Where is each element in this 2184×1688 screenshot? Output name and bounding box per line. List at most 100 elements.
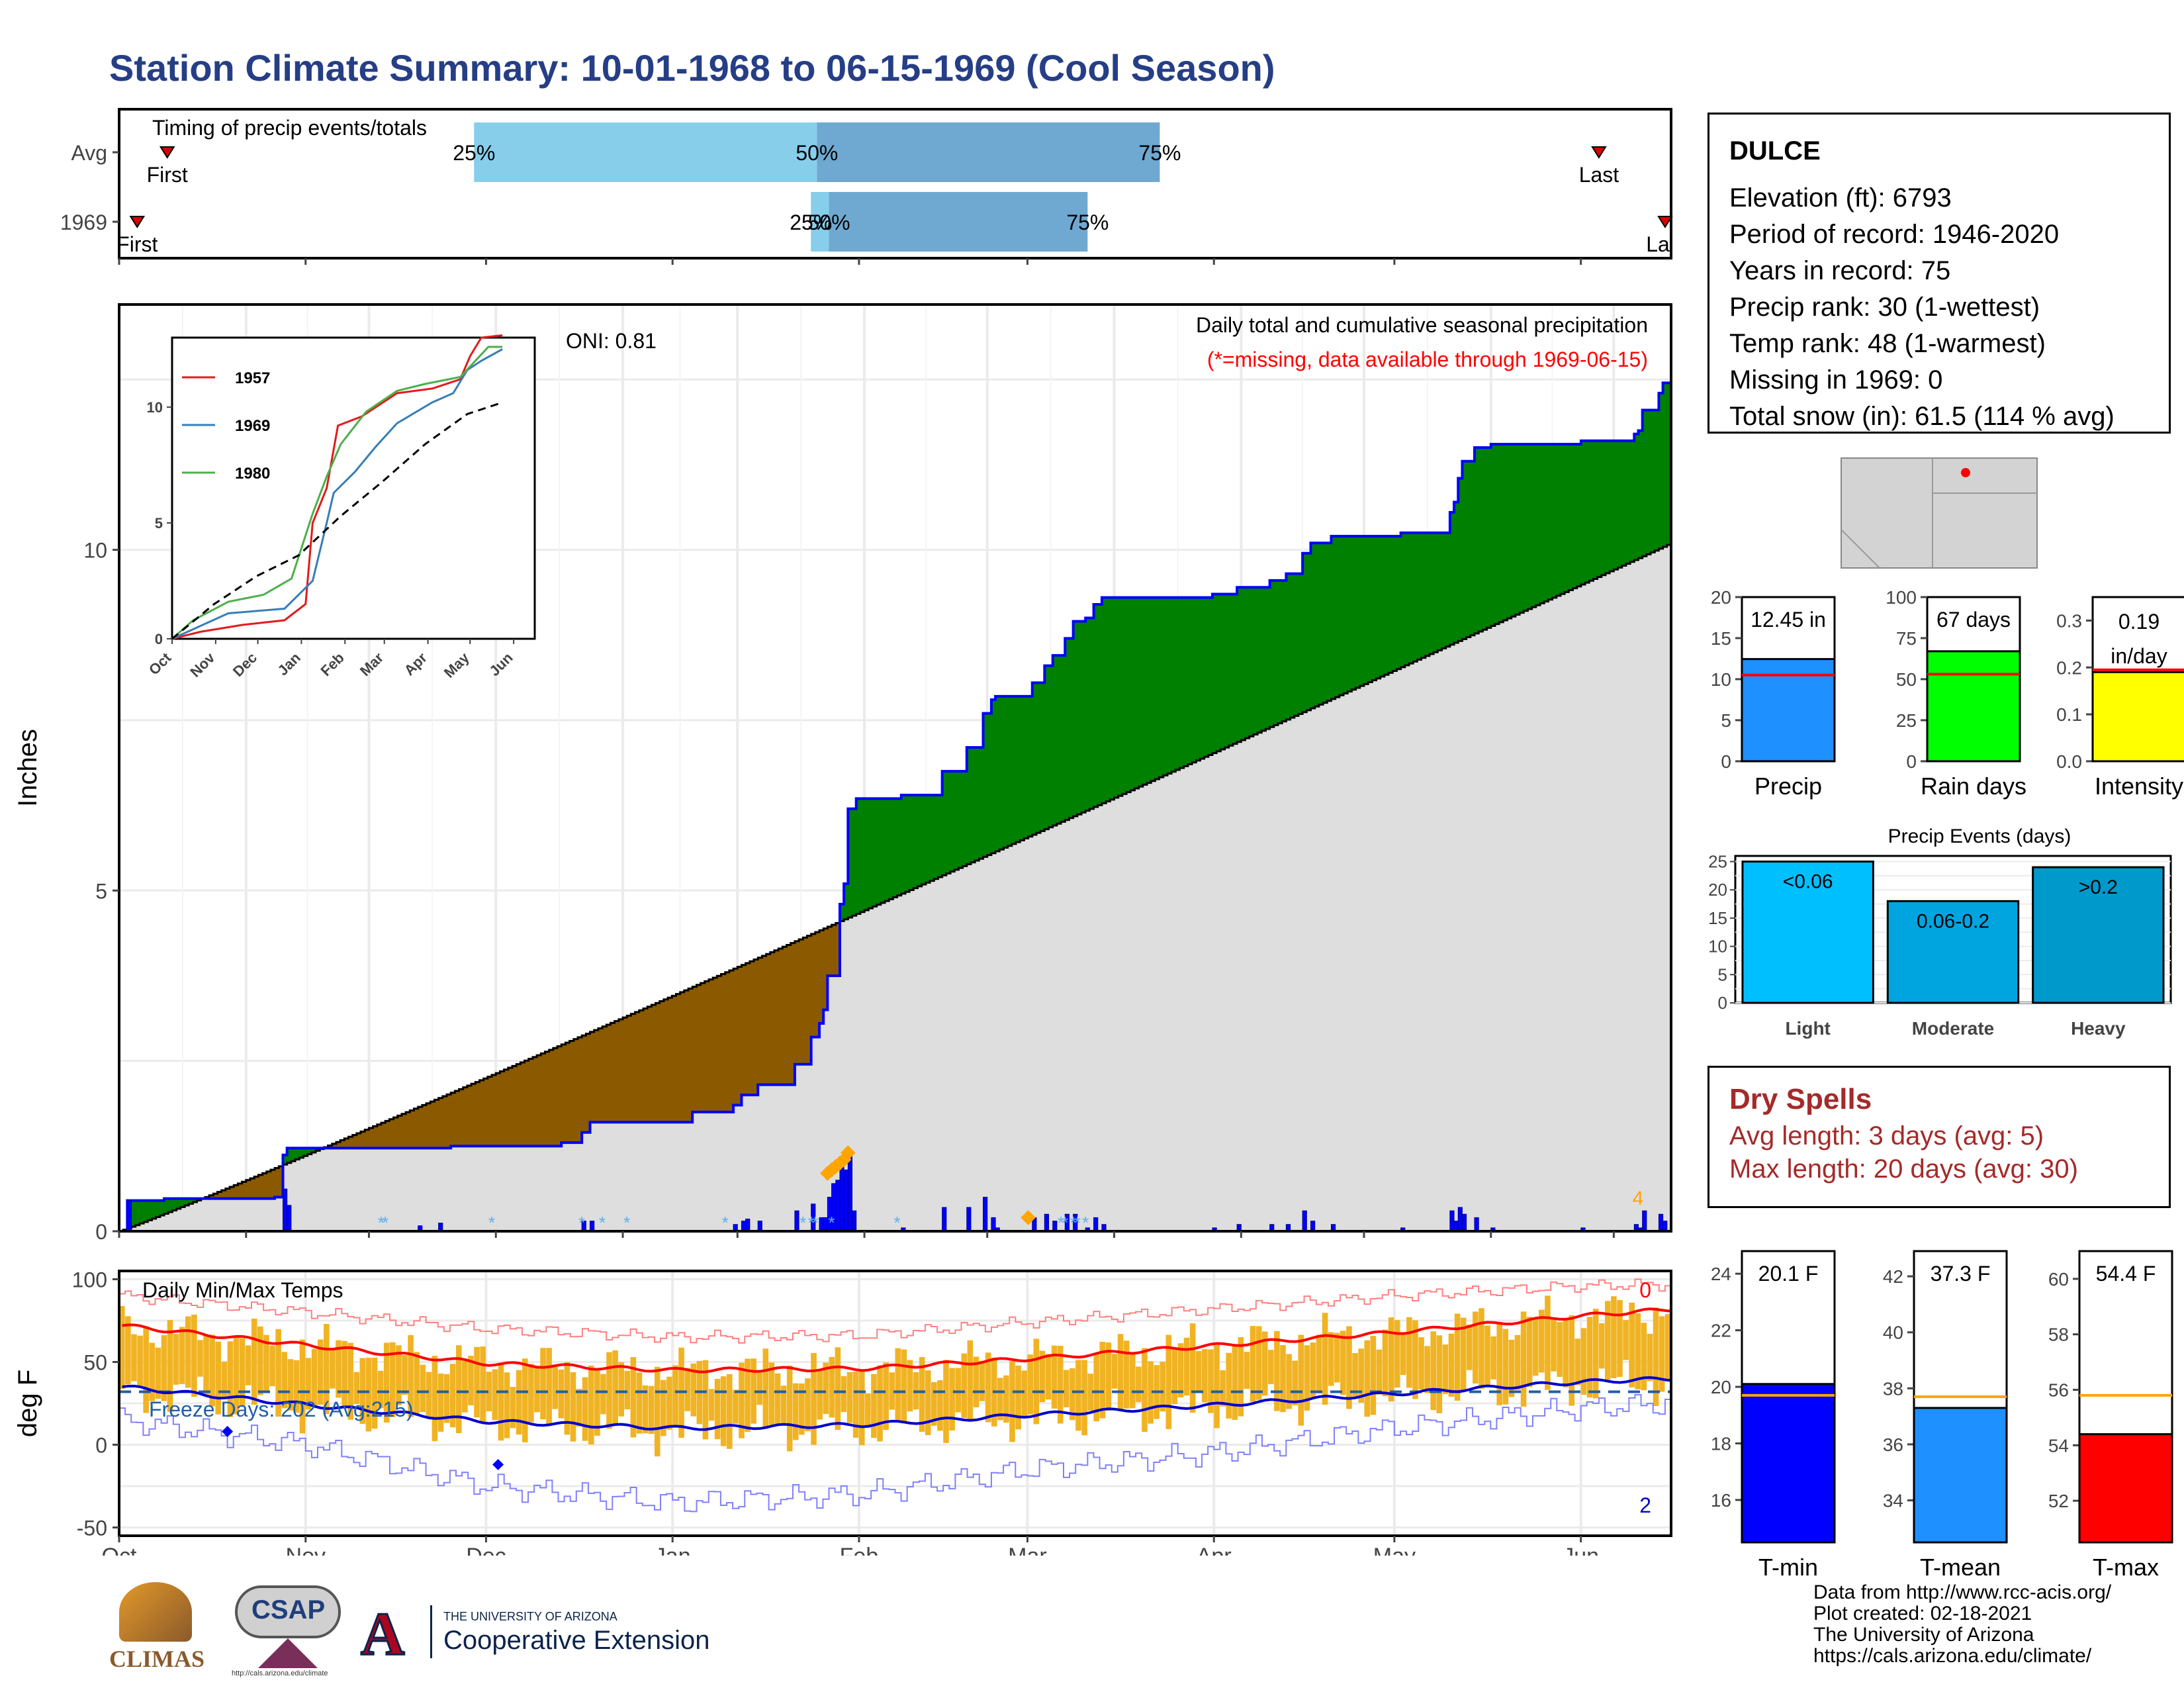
ua-logo-line1: THE UNIVERSITY OF ARIZONA bbox=[443, 1610, 617, 1623]
daily-temp-range-bar bbox=[1502, 1329, 1509, 1405]
daily-temp-range-bar bbox=[1117, 1334, 1124, 1410]
daily-temp-range-bar bbox=[564, 1362, 570, 1435]
csap-logo-cloud bbox=[235, 1585, 341, 1638]
daily-precip-bar-45 bbox=[1453, 1221, 1459, 1231]
temperature-mean-charts: 16 18 20 22 24 20.1 F T-min 34 36 38 40 42 37.3 F T-m… bbox=[1711, 1250, 2173, 1575]
daily-temp-range-bar bbox=[1238, 1336, 1244, 1417]
totals-ytick-label-0-2: 10 bbox=[1711, 669, 1731, 690]
totals-ytick-label-2-2: 0.2 bbox=[2056, 657, 2082, 678]
daily-temp-range-bar bbox=[961, 1353, 968, 1418]
daily-temp-range-bar bbox=[799, 1383, 805, 1435]
tmeans-ytick-label-2-1: 54 bbox=[2048, 1435, 2069, 1456]
totals-ytick-label-1-3: 75 bbox=[1896, 628, 1917, 649]
daily-temp-range-bar bbox=[534, 1366, 540, 1413]
daily-temp-range-bar bbox=[1400, 1332, 1406, 1376]
daily-temp-range-bar bbox=[1532, 1318, 1539, 1376]
temp-ytick-label-0: -50 bbox=[77, 1517, 107, 1540]
timing-pct-label-0-0: 25% bbox=[453, 141, 495, 165]
record-max-line bbox=[119, 1278, 1671, 1344]
station-period: Period of record: 1946-2020 bbox=[1729, 220, 2060, 249]
daily-temp-range-bar bbox=[245, 1345, 251, 1385]
inset-frame bbox=[171, 336, 536, 640]
daily-temp-range-bar bbox=[1617, 1299, 1623, 1378]
daily-temp-range-bar bbox=[1484, 1325, 1490, 1385]
station-elevation: Elevation (ft): 6793 bbox=[1729, 183, 1952, 212]
daily-temp-range-bar bbox=[353, 1372, 360, 1404]
timing-title: Timing of precip events/totals bbox=[152, 116, 427, 140]
station-precip-rank: Precip rank: 30 (1-wettest) bbox=[1729, 293, 2040, 322]
daily-temp-range-bar bbox=[330, 1348, 336, 1389]
timing-bar-q2-0 bbox=[817, 122, 1160, 182]
daily-temp-range-bar bbox=[540, 1348, 546, 1420]
tmeans-ytick-label-1-2: 38 bbox=[1883, 1378, 1903, 1399]
daily-precip-bar-14 bbox=[823, 1217, 828, 1231]
daily-temp-range-bar bbox=[1274, 1331, 1280, 1411]
tmeans-ytick-label-0-2: 20 bbox=[1711, 1377, 1731, 1397]
daily-temp-range-bar bbox=[1214, 1344, 1220, 1429]
daily-temp-range-bar bbox=[414, 1352, 420, 1416]
daily-temp-range-bar bbox=[1490, 1336, 1496, 1380]
daily-precip-bar-6 bbox=[590, 1221, 595, 1231]
daily-temp-range-bar bbox=[1442, 1344, 1449, 1394]
daily-temp-range-bar bbox=[185, 1316, 191, 1388]
daily-precip-bar-8 bbox=[741, 1221, 747, 1231]
daily-precip-bar-21 bbox=[852, 1210, 857, 1231]
daily-temp-range-bar bbox=[263, 1335, 269, 1391]
totals-ytick-label-2-3: 0.3 bbox=[2056, 610, 2082, 631]
temp-xtick-label-4: Feb bbox=[840, 1544, 879, 1556]
daily-temp-range-bar bbox=[510, 1387, 516, 1429]
events-ytick-label-0: 0 bbox=[1718, 993, 1727, 1013]
totals-ytick-label-0-3: 15 bbox=[1711, 628, 1731, 649]
snow-mark-3: * bbox=[578, 1213, 585, 1233]
daily-precip-bar-34 bbox=[1093, 1217, 1099, 1231]
daily-precip-bar-18 bbox=[839, 1159, 844, 1231]
daily-temp-range-bar bbox=[1129, 1353, 1136, 1409]
totals-bar-1 bbox=[1926, 650, 2021, 763]
daily-temp-range-bar bbox=[408, 1335, 414, 1417]
temp-xtick-label-7: May bbox=[1373, 1544, 1416, 1556]
daily-temp-range-bar bbox=[630, 1357, 637, 1438]
daily-temp-range-bar bbox=[191, 1314, 197, 1397]
daily-temp-range-bar bbox=[1557, 1322, 1563, 1378]
csap-logo-url: http://cals.arizona.edu/climate bbox=[232, 1669, 328, 1677]
totals-value-label-1: 67 days bbox=[1936, 608, 2011, 632]
daily-temp-range-bar bbox=[546, 1348, 552, 1426]
daily-temp-range-bar bbox=[1388, 1317, 1394, 1402]
daily-temp-range-bar bbox=[1136, 1366, 1142, 1403]
totals-ytick-label-1-2: 50 bbox=[1896, 669, 1917, 690]
daily-precip-bar-1 bbox=[282, 1188, 288, 1231]
daily-temp-range-bar bbox=[877, 1365, 883, 1442]
daily-temp-range-bar bbox=[684, 1368, 690, 1411]
timing-first-marker-1 bbox=[129, 216, 146, 228]
daily-temp-range-bar bbox=[895, 1348, 901, 1421]
tmeans-name-2: T-max bbox=[2093, 1554, 2159, 1575]
snow-depth-point-6 bbox=[1021, 1210, 1036, 1225]
daily-temp-range-bar bbox=[299, 1339, 306, 1434]
daily-precip-bar-17 bbox=[835, 1180, 841, 1231]
daily-temp-range-bar bbox=[365, 1358, 372, 1432]
timing-last-label-1: La bbox=[1646, 232, 1670, 256]
map-state-lines bbox=[1841, 458, 2037, 569]
daily-temp-range-bar bbox=[1316, 1335, 1322, 1394]
daily-temp-range-bar bbox=[221, 1362, 228, 1397]
daily-precip-bar-9 bbox=[745, 1218, 751, 1231]
daily-temp-range-bar bbox=[618, 1362, 625, 1417]
events-bar-heavy bbox=[2032, 866, 2165, 1004]
daily-temp-range-bar bbox=[1629, 1302, 1635, 1387]
daily-temp-range-bar bbox=[889, 1372, 895, 1410]
events-ytick-label-5: 25 bbox=[1708, 852, 1727, 872]
daily-temp-range-bar bbox=[756, 1371, 763, 1405]
daily-temp-range-bar bbox=[1123, 1340, 1130, 1409]
daily-temp-range-bar bbox=[1045, 1354, 1052, 1400]
daily-temp-range-bar bbox=[714, 1379, 721, 1440]
daily-temp-range-bar bbox=[480, 1346, 486, 1423]
daily-temp-range-bar bbox=[786, 1365, 793, 1452]
station-location-marker bbox=[1961, 468, 1970, 477]
daily-temp-range-bar bbox=[443, 1374, 450, 1423]
csap-logo-mountain bbox=[258, 1638, 318, 1668]
totals-ytick-label-1-1: 25 bbox=[1896, 710, 1917, 731]
totals-ytick-label-0-1: 5 bbox=[1721, 710, 1731, 731]
daily-temp-range-bar bbox=[1647, 1333, 1653, 1382]
tmeans-ytick-label-1-1: 36 bbox=[1883, 1434, 1903, 1455]
precip-deficit-area bbox=[123, 923, 840, 1231]
